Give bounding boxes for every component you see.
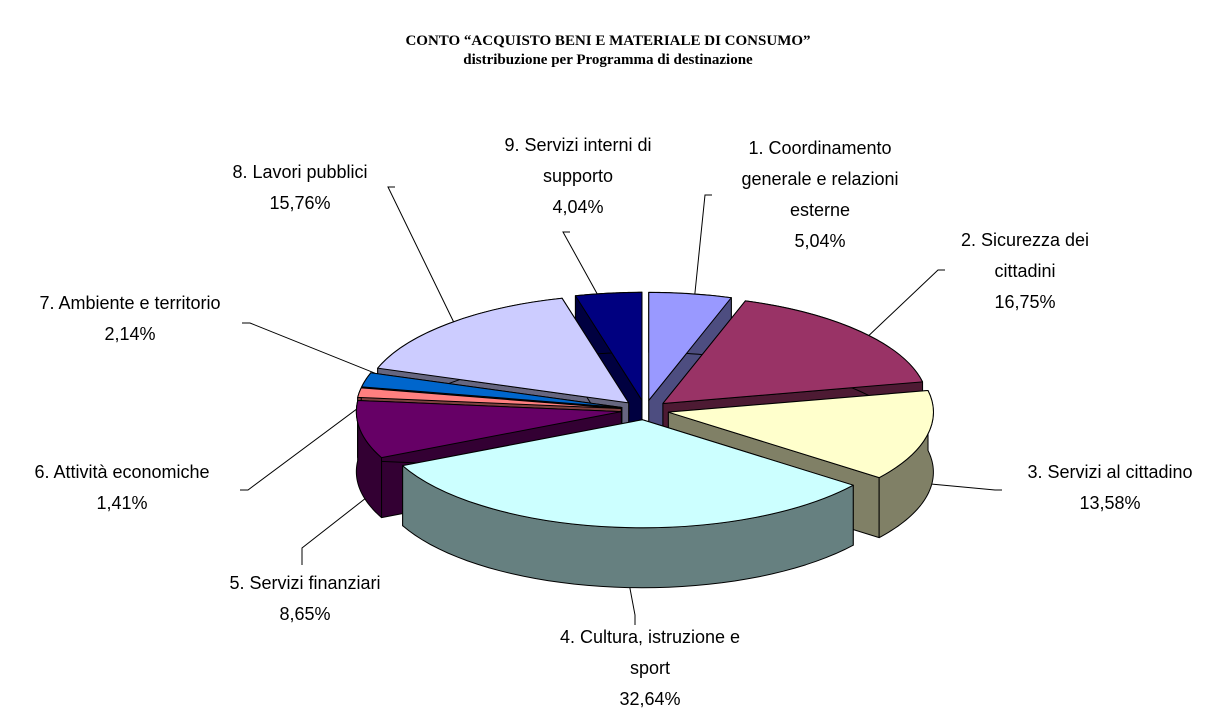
category-label: 3. Servizi al cittadino	[1027, 462, 1193, 482]
leader-line	[301, 486, 381, 565]
data-label: 8. Lavori pubblici 15,76%	[170, 157, 430, 219]
value-label: 2,14%	[104, 324, 156, 344]
data-label: 3. Servizi al cittadino 13,58%	[980, 457, 1216, 519]
category-label: 8. Lavori pubblici	[232, 162, 368, 182]
slice-top	[662, 300, 924, 404]
leader-line	[242, 322, 388, 379]
slice-top	[667, 390, 934, 479]
slice-top	[377, 297, 630, 404]
leader-line	[562, 231, 606, 309]
chart-subtitle: distribuzione per Programma di destinazi…	[463, 52, 753, 68]
value-label: 8,65%	[279, 604, 331, 624]
slice-top	[574, 291, 643, 401]
value-label: 5,04%	[794, 231, 846, 251]
slice-top	[357, 387, 622, 410]
slice-top	[402, 419, 854, 529]
data-label: 7. Ambiente e territorio 2,14%	[0, 288, 260, 350]
value-label: 32,64%	[619, 689, 681, 709]
data-label: 2. Sicurezza dei cittadini 16,75%	[945, 225, 1105, 318]
leader-lines	[240, 186, 1002, 625]
value-label: 13,58%	[1079, 493, 1141, 513]
data-label: 4. Cultura, istruzione e sport 32,64%	[545, 622, 755, 713]
leader-line	[692, 194, 712, 313]
slice-top	[355, 399, 622, 459]
slice-top	[648, 291, 732, 401]
category-label: 6. Attività economiche	[34, 462, 210, 482]
value-label: 1,41%	[96, 493, 148, 513]
leader-line	[919, 482, 1002, 491]
value-label: 15,76%	[269, 193, 331, 213]
leader-line	[861, 269, 945, 343]
category-label: 5. Servizi finanziari	[229, 573, 381, 593]
data-label: 6. Attività economiche 1,41%	[0, 457, 252, 519]
category-label: 9. Servizi interni di supporto	[504, 135, 652, 186]
value-label: 16,75%	[994, 292, 1056, 312]
value-label: 4,04%	[552, 197, 604, 217]
slice-top	[361, 372, 623, 408]
chart-title: CONTO “ACQUISTO BENI E MATERIALE DI CONS…	[405, 33, 811, 49]
leader-line	[387, 186, 461, 336]
category-label: 1. Coordinamento generale e relazioni es…	[741, 138, 899, 220]
data-label: 5. Servizi finanziari 8,65%	[175, 568, 435, 630]
data-label: 9. Servizi interni di supporto 4,04%	[488, 130, 668, 223]
category-label: 7. Ambiente e territorio	[39, 293, 221, 313]
category-label: 4. Cultura, istruzione e sport	[559, 627, 741, 678]
category-label: 2. Sicurezza dei cittadini	[960, 230, 1090, 281]
slice	[402, 419, 854, 589]
data-label: 1. Coordinamento generale e relazioni es…	[725, 133, 915, 257]
leader-line	[240, 387, 386, 491]
